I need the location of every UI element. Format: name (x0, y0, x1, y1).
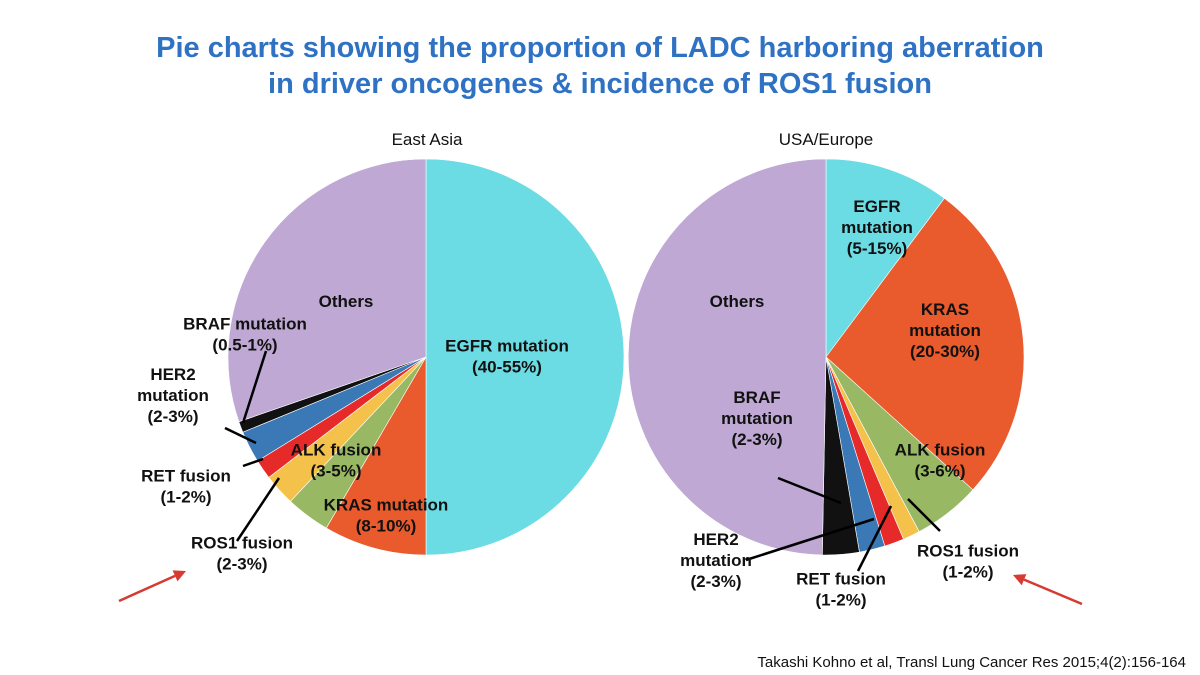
arrow-line (118, 574, 176, 603)
label-her2: mutation (680, 551, 752, 570)
leader-line-ret (856, 505, 893, 572)
leader-line-braf (777, 476, 842, 505)
leader-line-ret (242, 457, 264, 468)
label-range-her2: (2-3%) (690, 572, 741, 591)
label-range-kras: (20-30%) (910, 342, 980, 361)
chart-title: East Asia (392, 130, 463, 149)
slide-title-line-1: Pie charts showing the proportion of LAD… (156, 32, 1044, 64)
label-alk: ALK fusion (895, 441, 986, 460)
label-ros1: ROS1 fusion (917, 542, 1019, 561)
leader-line-ros1 (235, 477, 281, 542)
pie-slice-others (627, 158, 827, 556)
label-ret: RET fusion (141, 467, 231, 486)
label-others: Others (710, 292, 765, 311)
pie-chart-0: East Asia EGFR mutation (40-55%) KRAS mutat… (118, 130, 625, 603)
label-range-ros1: (2-3%) (216, 555, 267, 574)
leader-line-braf (241, 350, 268, 424)
leader-line-her2 (224, 426, 257, 445)
arrow-line (1023, 578, 1083, 606)
label-egfr: EGFR (853, 197, 900, 216)
arrow-head-icon (172, 570, 186, 582)
label-range-ret: (1-2%) (160, 488, 211, 507)
label-kras: KRAS (921, 300, 969, 319)
slide-title-line-2: in driver oncogenes & incidence of ROS1 … (268, 68, 932, 100)
label-range-egfr: (5-15%) (847, 239, 907, 258)
pie-slice-kras (825, 197, 1025, 491)
leader-line-her2 (745, 517, 875, 562)
label-alk: ALK fusion (291, 441, 382, 460)
chart-title: USA/Europe (779, 130, 874, 149)
label-range-ros1: (1-2%) (942, 563, 993, 582)
pie-chart-1: USA/Europe EGFR mutation (5-15%) KRAS mutatio… (627, 130, 1083, 610)
arrow-head-icon (1013, 574, 1027, 586)
label-braf: BRAF (733, 388, 780, 407)
label-her2: HER2 (150, 365, 195, 384)
label-kras: KRAS mutation (324, 496, 449, 515)
label-range-ret: (1-2%) (815, 591, 866, 610)
pie-slice-kras (325, 355, 427, 556)
label-ros1: ROS1 fusion (191, 534, 293, 553)
label-her2: mutation (137, 386, 209, 405)
label-braf: BRAF mutation (183, 315, 307, 334)
label-range-alk: (3-6%) (914, 462, 965, 481)
pie-slice-egfr (425, 158, 625, 556)
pie-slice-egfr (825, 158, 945, 358)
label-egfr: EGFR mutation (445, 337, 569, 356)
slide-title: Pie charts showing the proportion of LAD… (0, 30, 1200, 102)
label-range-egfr: (40-55%) (472, 358, 542, 377)
label-range-braf: (0.5-1%) (212, 336, 277, 355)
label-others: Others (319, 292, 374, 311)
label-braf: mutation (721, 409, 793, 428)
label-her2: HER2 (693, 530, 738, 549)
label-range-her2: (2-3%) (147, 407, 198, 426)
label-ret: RET fusion (796, 570, 886, 589)
pie-slice-others (227, 158, 427, 423)
label-kras: mutation (909, 321, 981, 340)
label-range-kras: (8-10%) (356, 517, 416, 536)
citation: Takashi Kohno et al, Transl Lung Cancer … (757, 654, 1186, 671)
label-range-braf: (2-3%) (731, 430, 782, 449)
label-egfr: mutation (841, 218, 913, 237)
label-range-alk: (3-5%) (310, 462, 361, 481)
leader-line-ros1 (907, 498, 941, 532)
